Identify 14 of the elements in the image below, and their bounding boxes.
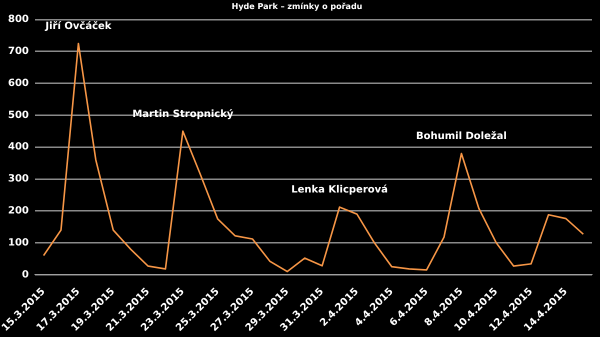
y-tick-label: 300: [8, 174, 29, 185]
y-tick-label: 700: [8, 46, 29, 58]
annotation: Bohumil Doležal: [416, 131, 507, 142]
annotation: Lenka Klicperová: [291, 184, 388, 196]
y-tick-label: 800: [8, 14, 29, 26]
y-tick-label: 100: [8, 237, 29, 248]
y-tick-label: 400: [8, 142, 29, 153]
chart-title: Hyde Park – zmínky o pořadu: [232, 2, 363, 11]
annotation: Martin Stropnický: [132, 108, 234, 120]
y-tick-label: 600: [8, 78, 29, 89]
y-tick-label: 200: [8, 206, 29, 217]
annotation: Jiří Ovčáček: [44, 21, 112, 32]
y-tick-label: 0: [22, 269, 29, 280]
y-tick-label: 500: [8, 110, 29, 121]
